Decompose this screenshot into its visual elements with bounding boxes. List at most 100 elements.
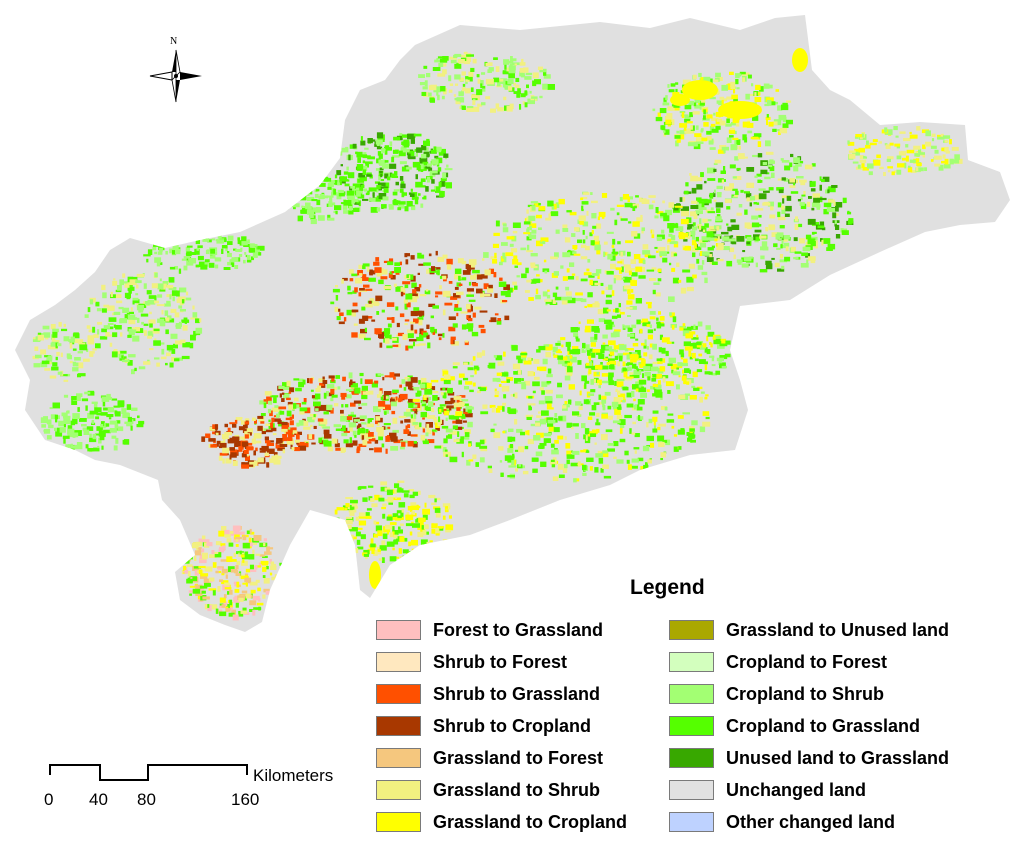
change-patch <box>81 424 87 427</box>
change-patch <box>770 206 774 211</box>
change-patch <box>445 428 453 433</box>
change-patch <box>347 285 351 291</box>
change-patch <box>531 96 538 99</box>
change-patch <box>485 78 494 85</box>
change-patch <box>269 410 273 417</box>
change-patch <box>153 242 159 247</box>
change-patch <box>249 247 255 253</box>
change-patch <box>519 104 522 110</box>
legend-label: Shrub to Cropland <box>433 715 591 736</box>
change-patch <box>442 447 447 453</box>
change-patch <box>342 204 348 210</box>
change-patch <box>581 197 588 200</box>
change-patch <box>471 94 479 99</box>
change-patch <box>692 252 696 258</box>
change-patch <box>223 594 227 599</box>
change-patch <box>457 431 460 437</box>
change-patch <box>420 178 426 182</box>
change-patch <box>291 427 297 433</box>
change-patch <box>702 343 707 348</box>
change-patch <box>435 497 441 501</box>
change-patch <box>376 311 380 315</box>
change-patch <box>665 95 668 101</box>
change-patch <box>253 433 262 439</box>
change-patch <box>381 148 386 153</box>
change-patch <box>270 422 273 429</box>
change-patch <box>460 436 465 440</box>
change-patch <box>402 281 411 285</box>
change-patch <box>710 123 716 127</box>
change-patch <box>86 348 89 352</box>
change-patch <box>92 326 96 333</box>
change-patch <box>758 188 766 191</box>
change-patch <box>386 541 395 547</box>
change-patch <box>411 282 417 288</box>
change-patch <box>695 141 704 144</box>
change-patch <box>637 399 645 405</box>
change-patch <box>649 278 656 281</box>
change-patch <box>298 420 305 426</box>
change-patch <box>420 554 425 560</box>
change-patch <box>715 119 720 125</box>
change-patch <box>629 268 636 271</box>
change-patch <box>408 386 414 390</box>
change-patch <box>181 258 187 261</box>
change-patch <box>89 299 94 305</box>
change-patch <box>643 352 648 357</box>
change-patch <box>422 197 427 200</box>
change-patch <box>69 360 73 364</box>
change-patch <box>779 225 785 229</box>
change-patch <box>375 139 383 145</box>
change-patch <box>263 578 270 584</box>
change-patch <box>726 84 733 90</box>
change-patch <box>297 178 303 183</box>
change-patch <box>555 286 559 290</box>
change-patch <box>357 157 361 163</box>
change-patch <box>579 390 582 396</box>
change-patch <box>355 277 363 284</box>
change-patch <box>710 236 718 239</box>
change-patch <box>479 445 488 449</box>
change-patch <box>651 377 657 382</box>
change-patch <box>160 356 167 360</box>
change-patch <box>697 321 703 327</box>
change-patch <box>507 448 514 453</box>
change-patch <box>396 510 402 514</box>
change-patch <box>299 181 307 187</box>
change-patch <box>349 278 354 282</box>
change-patch <box>259 447 263 451</box>
change-patch <box>703 199 712 204</box>
change-patch <box>589 412 596 416</box>
change-patch <box>736 236 745 242</box>
legend-item: Forest to Grassland <box>376 619 603 641</box>
change-patch <box>281 428 288 432</box>
change-patch <box>63 394 69 398</box>
change-patch <box>346 517 354 522</box>
change-patch <box>466 268 472 272</box>
change-patch <box>702 421 711 427</box>
change-patch <box>230 449 238 455</box>
change-patch <box>73 339 79 344</box>
change-patch <box>412 552 415 556</box>
change-patch <box>363 188 368 192</box>
change-patch <box>568 400 572 403</box>
change-patch <box>345 443 353 448</box>
change-patch <box>241 464 249 469</box>
change-patch <box>449 456 458 463</box>
change-patch <box>412 289 417 294</box>
change-patch <box>440 406 443 409</box>
change-patch <box>471 106 480 112</box>
change-patch <box>652 428 658 433</box>
change-patch <box>648 354 653 360</box>
change-patch <box>766 114 769 118</box>
change-patch <box>930 145 937 149</box>
change-patch <box>154 338 157 341</box>
change-patch <box>532 381 540 387</box>
change-patch <box>689 395 697 400</box>
change-patch <box>165 251 168 255</box>
change-patch <box>334 509 338 515</box>
legend-item: Cropland to Grassland <box>669 715 920 737</box>
change-patch <box>347 534 355 541</box>
change-patch <box>721 231 729 235</box>
